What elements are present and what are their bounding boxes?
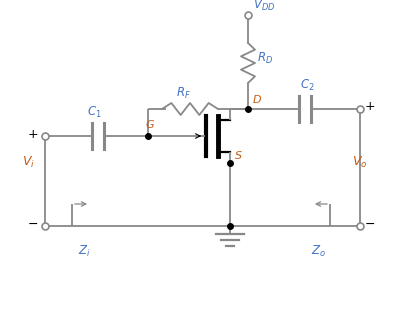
Text: $R_D$: $R_D$ <box>257 50 273 66</box>
Text: +: + <box>365 100 375 114</box>
Text: $R_F$: $R_F$ <box>176 86 192 101</box>
Text: $C_2$: $C_2$ <box>300 78 314 93</box>
Text: D: D <box>253 95 262 105</box>
Text: $V_{DD}$: $V_{DD}$ <box>253 0 275 13</box>
Text: −: − <box>28 217 38 230</box>
Text: $Z_o$: $Z_o$ <box>310 244 326 259</box>
Text: +: + <box>28 128 38 141</box>
Text: $Z_i$: $Z_i$ <box>78 244 90 259</box>
Text: $V_o$: $V_o$ <box>352 155 367 170</box>
Text: $V_i$: $V_i$ <box>22 155 35 170</box>
Text: G: G <box>146 120 155 130</box>
Text: S: S <box>235 151 242 161</box>
Text: −: − <box>365 217 375 230</box>
Text: $C_1$: $C_1$ <box>87 105 101 120</box>
